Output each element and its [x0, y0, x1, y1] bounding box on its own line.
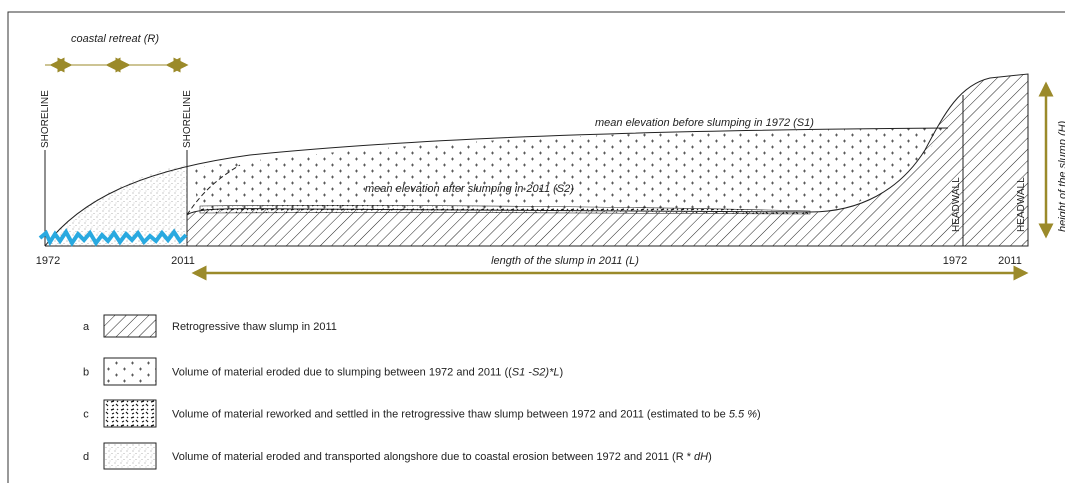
- legend-swatch: [104, 358, 156, 385]
- legend-swatch: [104, 315, 156, 337]
- year-label: 2011: [998, 255, 1022, 267]
- legend-text-part: S1 -S2)*L: [512, 367, 560, 379]
- legend-text-part: Volume of material eroded due to slumpin…: [172, 367, 512, 379]
- legend-key: b: [83, 367, 89, 379]
- legend-text-part: Volume of material reworked and settled …: [172, 409, 729, 421]
- year-label: 1972: [36, 255, 60, 267]
- legend-text-part: 5.5 %: [729, 409, 757, 421]
- legend: a Retrogressive thaw slump in 2011 b Volume…: [83, 315, 761, 469]
- s1-label: mean elevation before slumping in 1972 (…: [595, 117, 814, 129]
- legend-text-part: dH: [694, 451, 708, 463]
- legend-swatch: [104, 443, 156, 469]
- legend-key: c: [83, 409, 89, 421]
- length-label: length of the slump in 2011 (L): [491, 255, 639, 267]
- shoreline-label: SHORELINE: [40, 90, 51, 148]
- legend-key: d: [83, 451, 89, 463]
- legend-text: Retrogressive thaw slump in 2011: [172, 321, 337, 333]
- legend-text-part: Volume of material eroded and transporte…: [172, 451, 694, 463]
- headwall-label: HEADWALL: [1016, 177, 1027, 232]
- shoreline-label: SHORELINE: [182, 90, 193, 148]
- legend-text-part: ): [560, 367, 564, 379]
- legend-swatch: [104, 400, 156, 427]
- legend-text: Volume of material eroded due to slumpin…: [172, 367, 563, 379]
- legend-text-part: Retrogressive thaw slump in 2011: [172, 321, 337, 333]
- year-label: 2011: [171, 255, 195, 267]
- legend-text-part: ): [708, 451, 712, 463]
- headwall-label: HEADWALL: [951, 177, 962, 232]
- year-label: 1972: [943, 255, 967, 267]
- legend-text: Volume of material eroded and transporte…: [172, 451, 712, 463]
- slump-eroded-area: [190, 128, 945, 212]
- legend-text-part: ): [757, 409, 761, 421]
- height-label: height of the slump (H): [1057, 120, 1065, 232]
- legend-text: Volume of material reworked and settled …: [172, 409, 761, 421]
- coastal-retreat-label: coastal retreat (R): [71, 33, 159, 45]
- legend-key: a: [83, 321, 90, 333]
- diagram: coastal retreat (R) SHORELINE SHORELINE …: [0, 0, 1065, 483]
- s2-label: mean elevation after slumping in 2011 (S…: [365, 183, 574, 195]
